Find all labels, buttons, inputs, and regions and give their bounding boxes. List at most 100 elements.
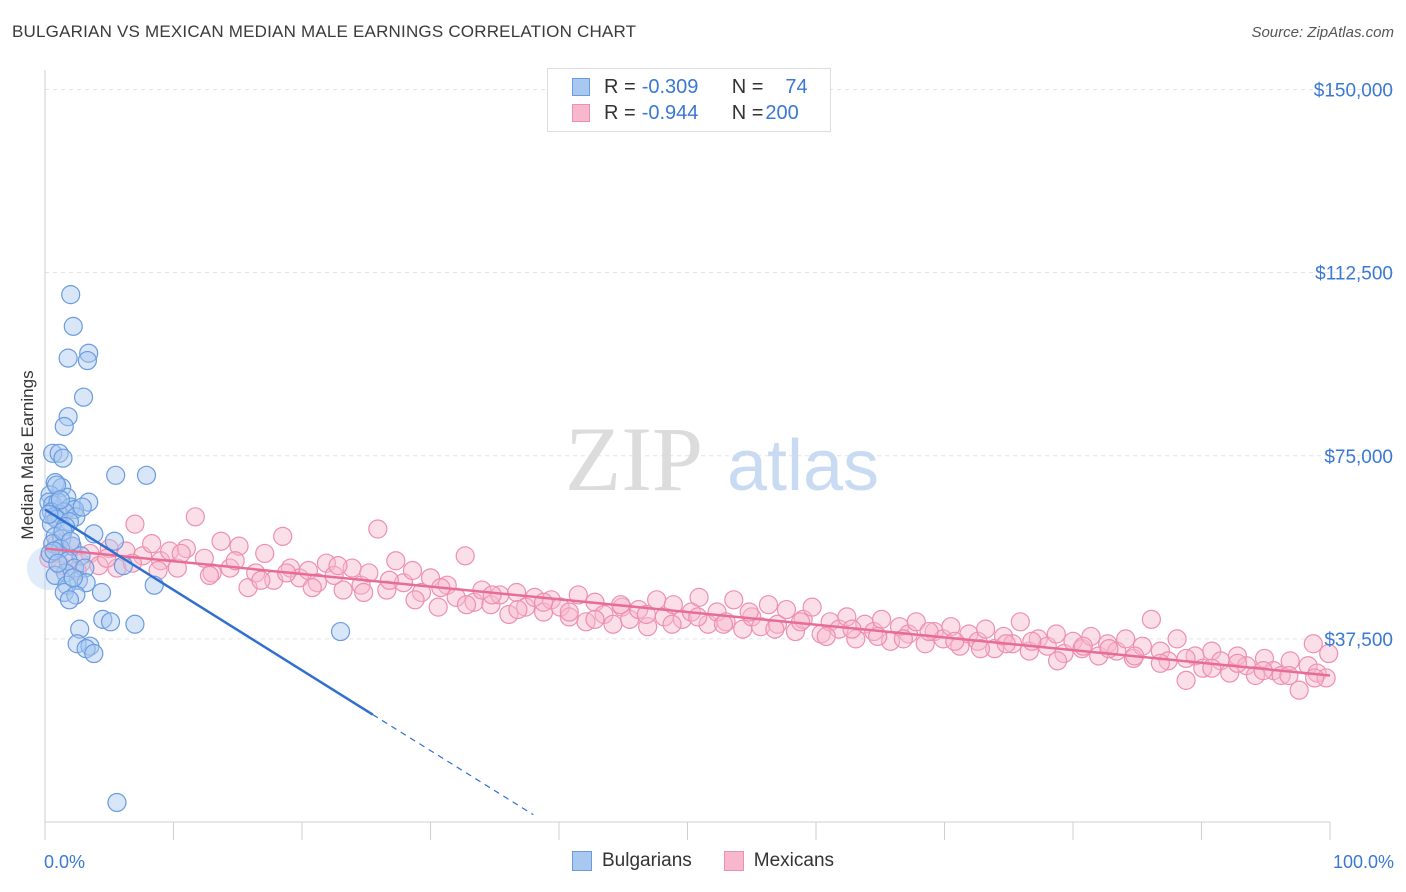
mexicans-point (568, 585, 588, 605)
mexicans-point (368, 519, 388, 539)
watermark-atlas: atlas (727, 426, 879, 506)
bulgarians-trend-line (44, 508, 374, 716)
mexicans-point (1220, 663, 1240, 683)
bulgarians-point (84, 643, 104, 664)
n-label: N = (731, 101, 764, 124)
mexicans-point (506, 582, 527, 603)
y-tick-label: $112,500 (1315, 264, 1393, 285)
mexicans-point (428, 597, 448, 617)
bulgarians-point (58, 348, 78, 368)
mexicans-point (273, 526, 293, 546)
bulgarians-legend-swatch (571, 851, 592, 871)
y-tick-labels: $37,500 $75,000 $112,500 $150,000 (1314, 81, 1393, 651)
bulgarians-point (100, 612, 121, 632)
bulgarians-point (63, 316, 83, 336)
stats-row-bulgarians: R = -0.309 N = 74 (572, 75, 808, 99)
n-value: 74 (785, 75, 808, 98)
gridlines (45, 89, 1395, 640)
mexicans-point (456, 595, 477, 615)
mexicans-trend-line (44, 547, 1331, 677)
mexicans-point (1304, 668, 1325, 688)
chart-title: BULGARIAN VS MEXICAN MEDIAN MALE EARNING… (12, 22, 637, 41)
mexicans-point (816, 626, 836, 647)
mexicans-point (1303, 634, 1323, 654)
trend-lines (44, 508, 1331, 816)
mexicans-swatch (572, 104, 590, 122)
mexicans-point (976, 619, 996, 639)
mexicans-point (405, 590, 425, 610)
bulgarians-point (68, 570, 89, 590)
mexicans-point (508, 599, 528, 620)
watermark: ZIP atlas (565, 408, 879, 510)
mexicans-point (662, 614, 682, 634)
mexicans-point (482, 585, 502, 605)
mexicans-point (919, 621, 939, 642)
mexicans-point (751, 617, 771, 637)
bulgarians-point (61, 285, 81, 305)
mexicans-point (328, 556, 348, 576)
bulgarians-point (48, 553, 68, 573)
mexicans-point (906, 612, 926, 632)
mexicans-point (171, 543, 191, 564)
mexicans-point (167, 558, 187, 578)
mexicans-point (871, 609, 892, 629)
bulgarians-swatch (572, 78, 590, 96)
mexicans-point (559, 602, 579, 622)
bulgarians-point (76, 573, 96, 593)
mexicans-point (411, 582, 432, 603)
bulgarians-point (43, 443, 63, 463)
mexicans-point (802, 597, 822, 617)
mexicans-point (1010, 612, 1030, 632)
mexicans-point (713, 614, 734, 634)
mexicans-point (1081, 626, 1101, 647)
bulgarians-trend-extension (372, 714, 534, 816)
mexicans-point (1141, 609, 1161, 629)
mexicans-point (255, 543, 275, 564)
y-axis-label: Median Male Earnings (18, 370, 37, 540)
n-label: N = (731, 75, 764, 98)
bulgarians-point (73, 387, 94, 407)
mexicans-point (1176, 648, 1196, 669)
mexicans-point (499, 604, 519, 625)
r-label: R = (604, 101, 636, 124)
watermark-zip: ZIP (565, 408, 703, 510)
y-tick-label: $75,000 (1324, 447, 1393, 468)
mexicans-point (837, 607, 857, 627)
mexicans-point (229, 536, 249, 556)
bulgarians-point (39, 504, 59, 524)
mexicans-point (689, 587, 709, 607)
mexicans-point (1116, 629, 1136, 649)
bulgarians-point (50, 490, 71, 510)
mexicans-point (688, 607, 708, 627)
bulgarians-point (136, 465, 157, 485)
mexicans-point (142, 534, 162, 554)
bulgarians-point (53, 448, 73, 468)
y-tick-label: $150,000 (1314, 81, 1393, 102)
bulgarians-point (330, 621, 351, 642)
bulgarians-point (104, 531, 124, 551)
mexicans-points (39, 507, 1339, 700)
legend-label-mexicans: Mexicans (753, 850, 835, 871)
bulgarians-point (59, 590, 80, 610)
legend-item-bulgarians[interactable]: Bulgarians (571, 850, 692, 872)
bulgarians-point (107, 792, 127, 813)
mexicans-point (724, 590, 744, 610)
mexicans-point (1132, 636, 1152, 656)
legend-label-bulgarians: Bulgarians (601, 850, 692, 871)
mexicans-point (1319, 643, 1339, 664)
bulgarians-point (91, 582, 112, 603)
bulgarians-point (61, 531, 81, 551)
mexicans-point (1280, 651, 1300, 671)
legend-item-mexicans[interactable]: Mexicans (723, 850, 835, 872)
x-axis-max-label: 100.0% (1332, 852, 1394, 872)
mexicans-point (765, 619, 785, 639)
mexicans-point (211, 531, 231, 551)
mexicans-legend-swatch (723, 851, 744, 871)
bulgarians-point (53, 521, 73, 542)
mexicans-point (776, 599, 797, 620)
mexicans-point (1202, 658, 1222, 678)
mexicans-point (945, 631, 965, 651)
stats-row-mexicans: R = -0.944 N = 200 (572, 101, 799, 125)
bulgarians-point (70, 619, 90, 639)
